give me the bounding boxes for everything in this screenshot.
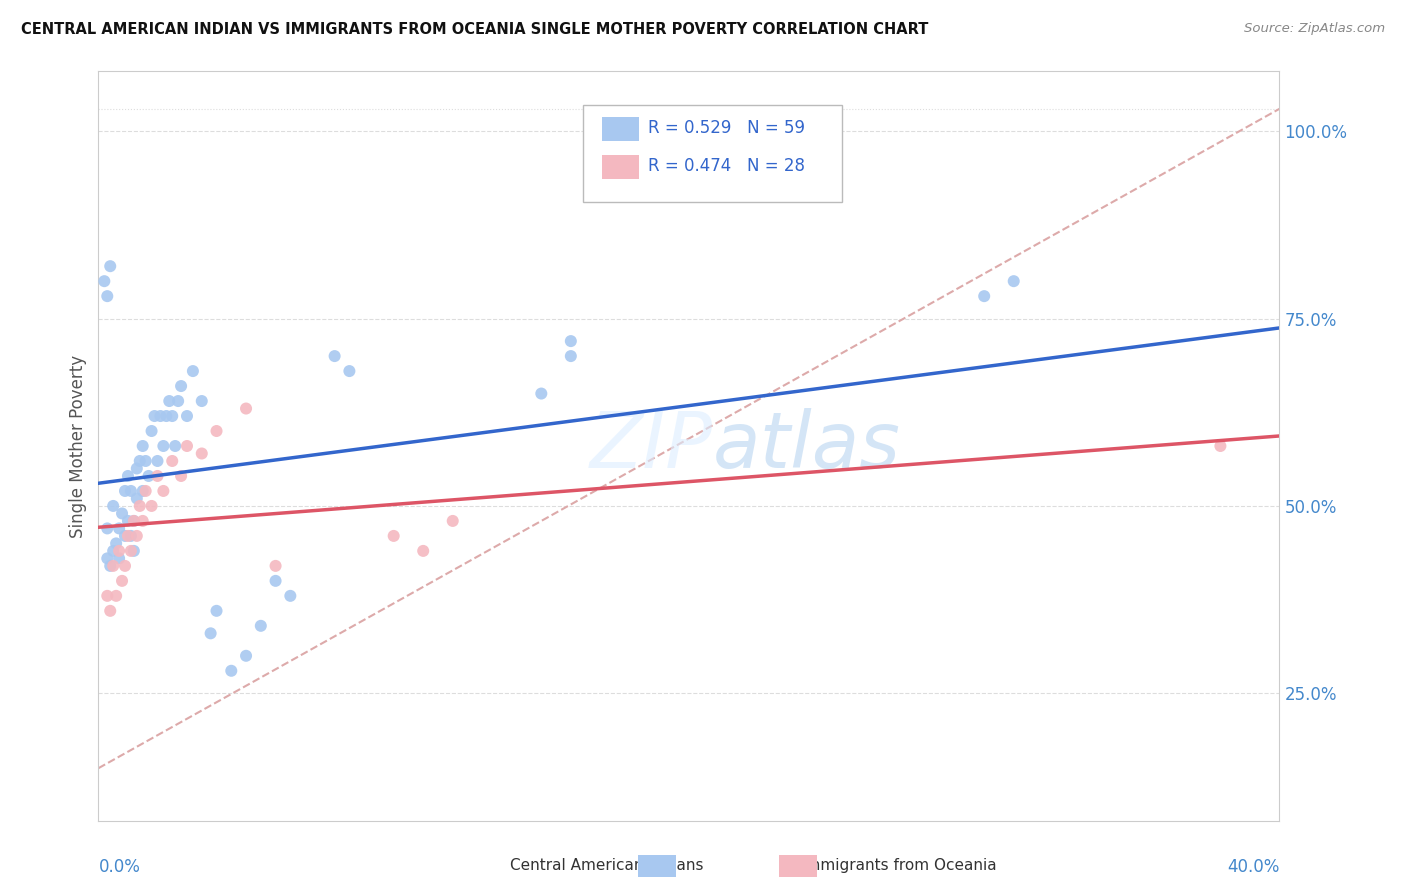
Point xyxy=(103,558,125,573)
Point xyxy=(181,364,204,378)
Point xyxy=(155,409,177,423)
Point xyxy=(973,289,995,303)
Point xyxy=(176,439,198,453)
Text: R = 0.529   N = 59: R = 0.529 N = 59 xyxy=(648,120,804,137)
Point xyxy=(108,544,131,558)
Point xyxy=(120,529,142,543)
Point xyxy=(280,589,302,603)
Point xyxy=(122,544,145,558)
Point xyxy=(146,469,169,483)
Point xyxy=(152,483,174,498)
Point xyxy=(167,394,190,409)
Point xyxy=(339,364,361,378)
Point xyxy=(264,574,287,588)
Point xyxy=(560,349,582,363)
Text: ZIP: ZIP xyxy=(589,408,713,484)
Point xyxy=(128,454,150,468)
Point xyxy=(165,439,187,453)
Text: Immigrants from Oceania: Immigrants from Oceania xyxy=(801,858,997,872)
Point xyxy=(205,424,228,438)
Point xyxy=(125,529,148,543)
Text: Source: ZipAtlas.com: Source: ZipAtlas.com xyxy=(1244,22,1385,36)
Point xyxy=(1002,274,1025,288)
Point xyxy=(96,551,118,566)
Point xyxy=(235,648,257,663)
Point xyxy=(135,454,157,468)
Point xyxy=(323,349,346,363)
Point xyxy=(122,514,145,528)
Point xyxy=(122,514,145,528)
Point xyxy=(125,461,148,475)
Point xyxy=(111,507,134,521)
Point xyxy=(205,604,228,618)
Point xyxy=(264,558,287,573)
Point xyxy=(117,529,139,543)
Point xyxy=(105,589,128,603)
Point xyxy=(152,439,174,453)
Point xyxy=(382,529,405,543)
Text: Central American Indians: Central American Indians xyxy=(509,858,703,872)
Point xyxy=(170,469,193,483)
Point xyxy=(176,409,198,423)
Point xyxy=(114,558,136,573)
Point xyxy=(98,558,121,573)
FancyBboxPatch shape xyxy=(602,117,640,141)
Point xyxy=(191,394,214,409)
Point xyxy=(125,491,148,506)
Point xyxy=(200,626,222,640)
Point xyxy=(111,574,134,588)
Point xyxy=(132,483,155,498)
Point xyxy=(146,454,169,468)
Point xyxy=(103,544,125,558)
Point xyxy=(132,439,155,453)
Point xyxy=(143,409,166,423)
Text: atlas: atlas xyxy=(713,408,900,484)
Point xyxy=(96,289,118,303)
Y-axis label: Single Mother Poverty: Single Mother Poverty xyxy=(69,354,87,538)
Point xyxy=(1209,439,1232,453)
FancyBboxPatch shape xyxy=(582,105,842,202)
Text: 40.0%: 40.0% xyxy=(1227,858,1279,876)
Text: R = 0.474   N = 28: R = 0.474 N = 28 xyxy=(648,157,804,175)
Point xyxy=(141,424,163,438)
Point xyxy=(117,514,139,528)
Point xyxy=(250,619,273,633)
Point xyxy=(162,409,183,423)
Point xyxy=(93,274,115,288)
Point xyxy=(162,454,183,468)
Point xyxy=(103,499,125,513)
Point xyxy=(120,544,142,558)
Point xyxy=(441,514,464,528)
Point xyxy=(114,529,136,543)
Point xyxy=(191,446,214,460)
Point xyxy=(132,514,155,528)
Point xyxy=(98,259,121,273)
Text: CENTRAL AMERICAN INDIAN VS IMMIGRANTS FROM OCEANIA SINGLE MOTHER POVERTY CORRELA: CENTRAL AMERICAN INDIAN VS IMMIGRANTS FR… xyxy=(21,22,928,37)
Point xyxy=(141,499,163,513)
Point xyxy=(105,536,128,550)
Point xyxy=(149,409,172,423)
FancyBboxPatch shape xyxy=(602,154,640,178)
Point xyxy=(235,401,257,416)
Point xyxy=(157,394,180,409)
Point xyxy=(114,483,136,498)
Point xyxy=(96,521,118,535)
Point xyxy=(530,386,553,401)
Point xyxy=(96,589,118,603)
Point xyxy=(135,483,157,498)
Point xyxy=(98,604,121,618)
Point xyxy=(412,544,434,558)
Point xyxy=(117,469,139,483)
Point xyxy=(221,664,243,678)
Point xyxy=(560,334,582,348)
Point xyxy=(120,483,142,498)
Point xyxy=(108,551,131,566)
Point xyxy=(108,521,131,535)
Point xyxy=(170,379,193,393)
Point xyxy=(138,469,160,483)
Point xyxy=(128,499,150,513)
Text: 0.0%: 0.0% xyxy=(98,858,141,876)
